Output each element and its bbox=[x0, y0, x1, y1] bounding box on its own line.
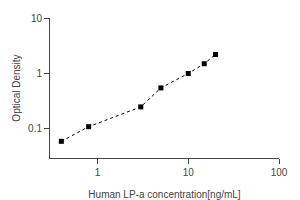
svg-text:1: 1 bbox=[36, 68, 42, 79]
svg-text:100: 100 bbox=[271, 167, 288, 178]
svg-text:1: 1 bbox=[95, 167, 101, 178]
svg-text:Optical Density: Optical Density bbox=[11, 54, 22, 121]
svg-text:0.1: 0.1 bbox=[28, 123, 42, 134]
svg-text:10: 10 bbox=[183, 167, 195, 178]
svg-text:Human LP-a concentration[ng/mL: Human LP-a concentration[ng/mL] bbox=[88, 189, 241, 200]
svg-text:10: 10 bbox=[31, 13, 43, 24]
